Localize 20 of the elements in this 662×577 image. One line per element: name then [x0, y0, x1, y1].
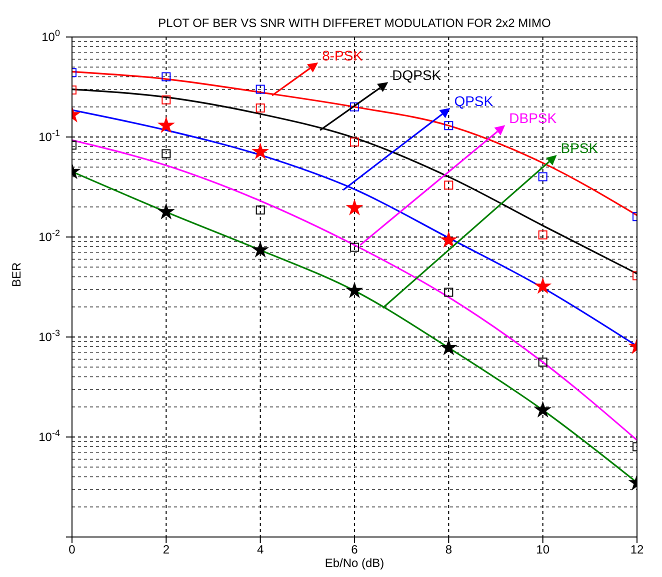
x-tick-label: 8 [445, 542, 452, 557]
y-tick-label: 10$^{-4}$ [38, 428, 60, 444]
annotation: QPSK [454, 93, 494, 110]
x-tick-label: 4 [256, 542, 264, 557]
annotation: DQPSK [392, 67, 442, 84]
x-tick-label: 2 [162, 542, 170, 557]
y-tick-label: 10$^{-3}$ [38, 328, 60, 344]
annotation: 8-PSK [322, 48, 364, 64]
y-tick-label: 10$^{-2}$ [38, 228, 60, 244]
y-axis-title: BER [9, 262, 24, 287]
annotation: BPSK [560, 140, 599, 156]
x-tick-label: 12 [630, 542, 644, 557]
x-tick-label: 0 [68, 542, 76, 557]
x-tick-label: 10 [536, 542, 550, 557]
x-tick-label: 6 [351, 542, 358, 557]
y-tick-label: 10$^{0}$ [42, 28, 60, 44]
x-axis-title: Eb/No (dB) [324, 556, 384, 570]
chart-title: PLOT OF BER VS SNR WITH DIFFERET MODULATION FOR 2x2 MIMO [158, 16, 551, 30]
y-tick-label: 10$^{-1}$ [38, 128, 60, 144]
annotation: DBPSK [509, 110, 558, 126]
